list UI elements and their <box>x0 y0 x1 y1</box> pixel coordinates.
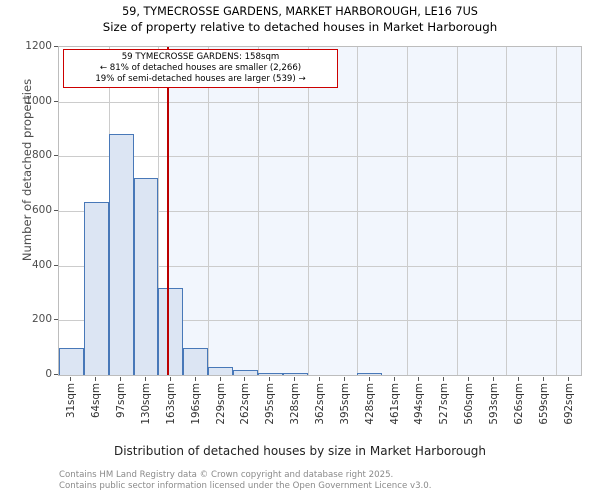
x-tick-mark <box>517 377 519 381</box>
y-tick-label: 200 <box>31 313 52 326</box>
y-tick-label: 0 <box>45 368 52 380</box>
y-tick-label: 1200 <box>25 40 52 52</box>
histogram-bar <box>83 201 109 375</box>
x-tick-label: 659sqm <box>537 383 550 425</box>
x-tick-label: 362sqm <box>314 383 326 425</box>
plot-area <box>58 46 582 376</box>
gridline-h <box>59 156 581 158</box>
x-tick-label: 64sqm <box>90 383 103 419</box>
x-tick-label: 196sqm <box>189 383 202 425</box>
x-tick-label: 494sqm <box>413 383 426 425</box>
x-tick-label: 626sqm <box>512 383 525 425</box>
y-tick-mark <box>54 374 58 375</box>
x-tick-label: 229sqm <box>214 383 227 425</box>
gridline-v <box>506 47 508 375</box>
y-tick-label: 400 <box>31 258 52 271</box>
footer-line-land-registry: Contains HM Land Registry data © Crown c… <box>59 470 394 480</box>
chart-title: 59, TYMECROSSE GARDENS, MARKET HARBOROUG… <box>0 4 600 35</box>
y-tick-mark <box>54 155 58 157</box>
annotation-line-larger: 19% of semi-detached houses are larger (… <box>95 73 306 84</box>
x-tick-mark <box>393 377 395 381</box>
subject-property-annotation-box: 59 TYMECROSSE GARDENS: 158sqm ← 81% of d… <box>63 49 338 89</box>
title-line-subtitle: Size of property relative to detached ho… <box>102 20 498 34</box>
x-axis-label: Distribution of detached houses by size … <box>113 444 487 458</box>
annotation-line-subject: 59 TYMECROSSE GARDENS: 158sqm <box>121 52 280 62</box>
histogram-bar <box>208 366 233 375</box>
x-tick-label: 395sqm <box>338 383 351 425</box>
histogram-bar <box>282 373 308 375</box>
x-tick-label: 163sqm <box>164 383 177 425</box>
x-tick-mark <box>194 377 196 381</box>
x-tick-label: 130sqm <box>140 383 152 425</box>
gridline-v <box>208 47 210 375</box>
x-tick-label: 31sqm <box>65 383 78 419</box>
x-tick-label: 527sqm <box>438 383 451 425</box>
gridline-h <box>59 211 581 212</box>
gridline-v <box>158 47 160 375</box>
gridline-h <box>59 320 581 322</box>
histogram-bar <box>59 347 84 375</box>
gridline-h <box>59 101 581 103</box>
x-tick-mark <box>319 377 320 381</box>
y-tick-mark <box>54 100 58 102</box>
x-tick-mark <box>169 377 171 381</box>
x-tick-mark <box>493 377 494 381</box>
x-tick-label: 328sqm <box>289 383 302 425</box>
y-tick-mark <box>54 264 58 266</box>
x-tick-mark <box>418 377 420 381</box>
y-tick-label: 800 <box>31 149 52 162</box>
x-tick-mark <box>145 377 146 381</box>
y-tick-mark <box>54 319 58 321</box>
x-tick-mark <box>542 377 544 381</box>
x-tick-label: 593sqm <box>488 383 500 425</box>
x-tick-label: 97sqm <box>115 383 128 419</box>
histogram-bar <box>133 178 159 375</box>
gridline-v <box>307 47 309 375</box>
gridline-h <box>59 265 581 267</box>
gridline-v <box>407 47 408 375</box>
x-tick-label: 295sqm <box>264 383 277 425</box>
x-tick-label: 428sqm <box>363 383 376 425</box>
histogram-bar <box>233 370 258 375</box>
y-tick-mark <box>54 46 58 47</box>
x-tick-label: 560sqm <box>463 383 476 425</box>
x-tick-mark <box>70 377 72 381</box>
x-tick-mark <box>368 377 370 381</box>
x-tick-mark <box>443 377 445 381</box>
histogram-bar <box>357 373 383 375</box>
x-tick-label: 262sqm <box>239 383 252 425</box>
gridline-v <box>357 47 359 375</box>
x-tick-mark <box>120 377 122 381</box>
x-tick-mark <box>219 377 221 381</box>
gridline-v <box>257 47 259 375</box>
footer-line-ogl: Contains public sector information licen… <box>59 480 432 491</box>
x-tick-mark <box>95 377 97 381</box>
histogram-bar <box>158 287 184 375</box>
x-tick-mark <box>269 377 271 381</box>
histogram-bar <box>183 347 209 375</box>
x-tick-mark <box>468 377 470 381</box>
histogram-bar <box>257 373 283 375</box>
x-tick-label: 461sqm <box>388 383 401 425</box>
annotation-line-smaller: ← 81% of detached houses are smaller (2,… <box>99 62 302 73</box>
histogram-bar <box>108 134 134 375</box>
x-tick-mark <box>244 377 246 381</box>
gridline-v <box>556 47 558 375</box>
x-tick-label: 692sqm <box>562 383 575 425</box>
y-tick-label: 600 <box>31 204 52 216</box>
gridline-v <box>456 47 458 375</box>
footer-attribution: Contains HM Land Registry data © Crown c… <box>59 470 589 491</box>
x-tick-mark <box>294 377 296 381</box>
y-tick-label: 1000 <box>25 94 52 107</box>
title-line-address: 59, TYMECROSSE GARDENS, MARKET HARBOROUG… <box>122 5 478 18</box>
x-tick-mark <box>343 377 345 381</box>
y-axis-label: Number of detached properties <box>20 78 34 262</box>
x-tick-mark <box>567 377 569 381</box>
y-tick-mark <box>54 210 58 211</box>
subject-property-marker-line <box>167 47 170 375</box>
